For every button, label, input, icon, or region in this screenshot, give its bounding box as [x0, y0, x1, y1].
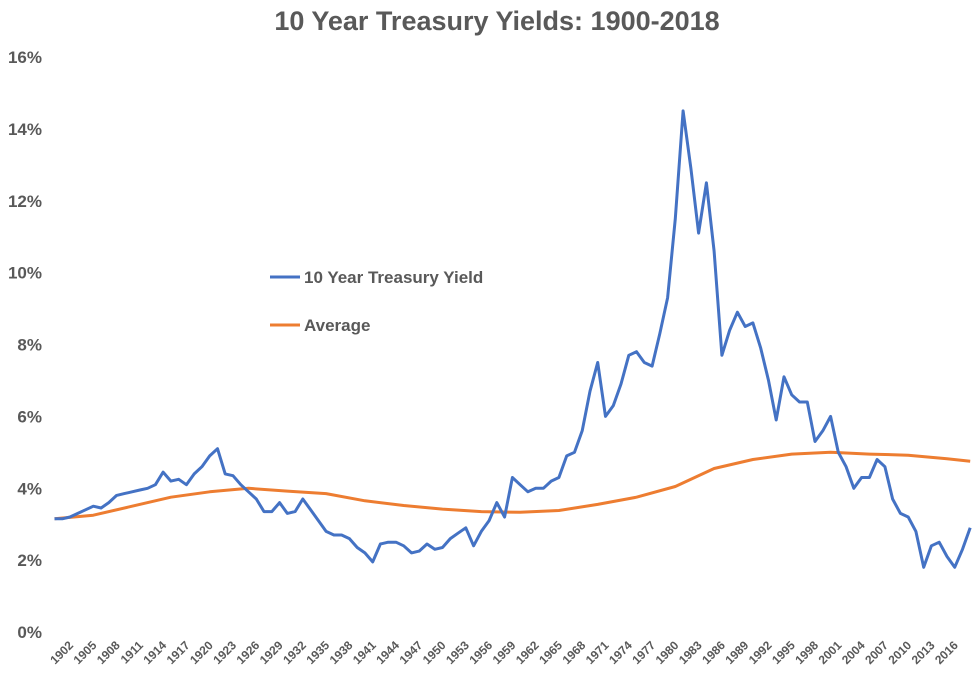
x-tick-label: 1902: [47, 638, 76, 667]
chart-title: 10 Year Treasury Yields: 1900-2018: [274, 6, 719, 36]
x-tick-label: 1908: [94, 638, 123, 667]
y-tick-label: 14%: [8, 120, 42, 139]
x-tick-label: 1968: [560, 638, 589, 667]
x-tick-label: 1953: [443, 638, 472, 667]
x-tick-label: 1935: [303, 638, 332, 667]
x-tick-label: 2016: [932, 638, 961, 667]
y-tick-label: 0%: [17, 623, 42, 642]
x-tick-label: 1989: [723, 638, 752, 667]
x-tick-label: 1962: [513, 638, 542, 667]
x-tick-label: 1923: [210, 638, 239, 667]
x-tick-label: 1986: [699, 638, 728, 667]
x-tick-label: 2013: [909, 638, 938, 667]
x-tick-label: 1938: [327, 638, 356, 667]
x-tick-label: 1980: [653, 638, 682, 667]
x-tick-label: 2010: [885, 638, 914, 667]
legend-label: 10 Year Treasury Yield: [304, 268, 483, 287]
x-tick-label: 1974: [606, 638, 635, 667]
x-tick-label: 1959: [490, 638, 519, 667]
x-tick-label: 1932: [280, 638, 309, 667]
y-tick-label: 12%: [8, 192, 42, 211]
x-tick-label: 1950: [420, 638, 449, 667]
x-tick-label: 1926: [234, 638, 263, 667]
x-tick-label: 1917: [164, 638, 193, 667]
x-tick-label: 1977: [629, 638, 658, 667]
x-tick-label: 1947: [397, 638, 426, 667]
x-tick-label: 1983: [676, 638, 705, 667]
y-tick-label: 10%: [8, 264, 42, 283]
y-tick-label: 2%: [17, 551, 42, 570]
y-tick-label: 16%: [8, 48, 42, 67]
x-tick-label: 1992: [746, 638, 775, 667]
y-tick-label: 6%: [17, 407, 42, 426]
x-tick-label: 1944: [373, 638, 402, 667]
x-tick-label: 1911: [118, 638, 147, 667]
x-tick-label: 1965: [536, 638, 565, 667]
x-tick-label: 1998: [792, 638, 821, 667]
y-tick-label: 4%: [17, 479, 42, 498]
x-tick-label: 1956: [466, 638, 495, 667]
x-tick-label: 1914: [140, 638, 169, 667]
x-tick-label: 1995: [769, 638, 798, 667]
legend-label: Average: [304, 316, 370, 335]
x-tick-label: 2004: [839, 638, 868, 667]
line-series: [54, 109, 972, 569]
x-tick-label: 2007: [862, 638, 891, 667]
x-tick-label: 1929: [257, 638, 286, 667]
x-tick-label: 1971: [583, 638, 612, 667]
x-tick-label: 1941: [350, 638, 379, 667]
line-series: [54, 450, 971, 521]
x-tick-label: 1920: [187, 638, 216, 667]
y-tick-label: 8%: [17, 336, 42, 355]
x-tick-label: 2001: [816, 638, 845, 667]
x-tick-label: 1905: [71, 638, 100, 667]
